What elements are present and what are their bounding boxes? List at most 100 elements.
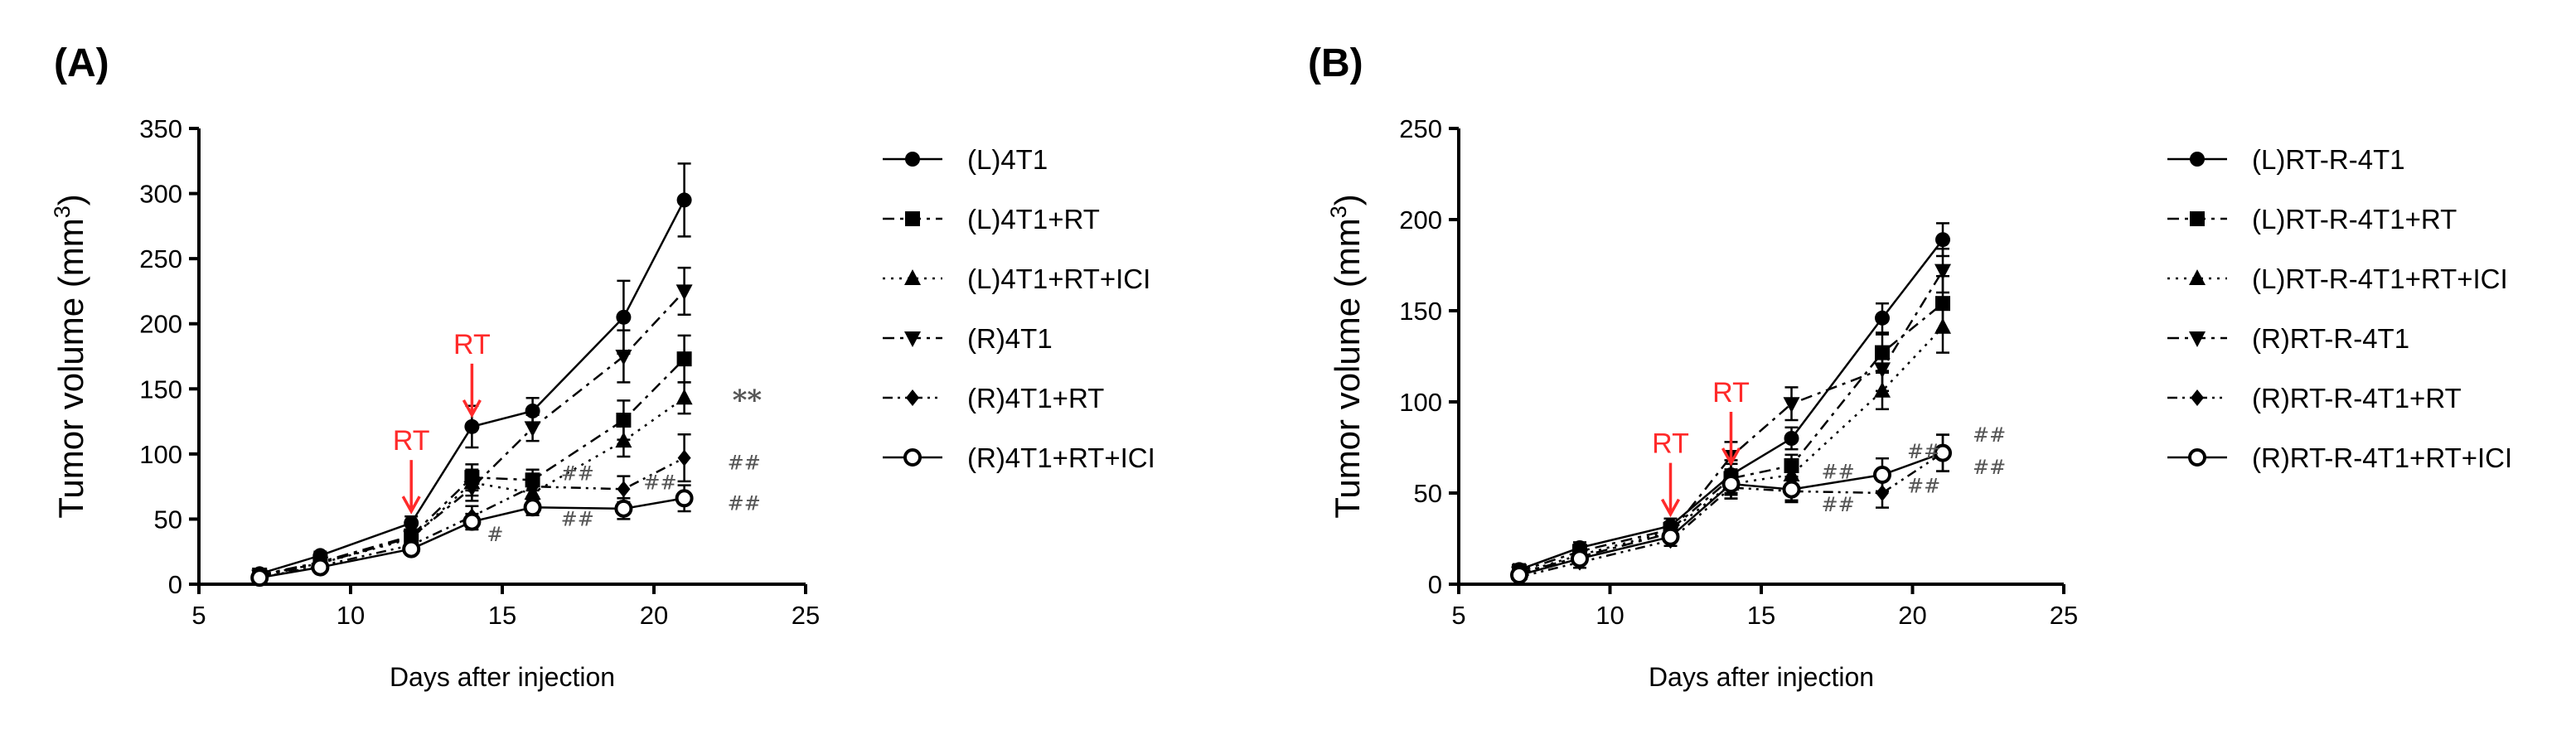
panel-a-rt-annotation: RT [393, 425, 430, 515]
panel-b-rt-arrow-head [1660, 498, 1681, 518]
panel-b-legend-marker [2190, 211, 2205, 226]
panel-a-legend-marker [906, 389, 919, 406]
panel-a-legend-label: (L)4T1 [967, 144, 1048, 175]
panel-a-legend-label: (R)4T1+RT+ICI [967, 442, 1155, 473]
panel-a-significance-label: ## [561, 462, 594, 485]
panel-b-series-6-point [1782, 480, 1801, 499]
panel-b-series-6 [1510, 433, 1952, 584]
panel-b-significance-label: ## [1973, 456, 2006, 479]
panel-a-rt-label: RT [453, 329, 491, 360]
panel-a-series-6-point [675, 489, 694, 508]
panel-b-rt-label: RT [1712, 377, 1750, 409]
panel-a-x-axis-title: Days after injection [390, 662, 615, 692]
panel-a-significance-label: ## [728, 491, 761, 515]
panel-a-series-5-point [617, 481, 631, 498]
panel-a-series-4-point [524, 421, 541, 438]
panel-a-series-6 [250, 484, 694, 588]
panel-a-series-6-point [614, 499, 633, 518]
panel-b-rt-annotation: RT [1652, 428, 1689, 518]
panel-b-rt-label: RT [1652, 428, 1689, 460]
panel-a-legend-item: (R)4T1 [883, 323, 1053, 354]
panel-a-significance-label: # [487, 523, 503, 546]
panel-b-x-tick-label: 25 [2050, 601, 2078, 630]
panel-a-legend-item: (L)4T1 [883, 144, 1048, 175]
panel-b-legend-marker [2190, 152, 2205, 167]
panel-a-series-4-point [675, 284, 693, 301]
panel-a-series-1-point [616, 309, 632, 325]
panel-a-legend-item: (R)4T1+RT [883, 383, 1104, 413]
panel-a-label: (A) [54, 41, 109, 85]
panel-b-x-tick-label: 20 [1898, 601, 1926, 630]
panel-a-legend-marker [904, 269, 921, 285]
panel-b-y-tick-label: 50 [1414, 479, 1442, 508]
panel-b-series-4-point [1934, 264, 1951, 280]
panel-a-legend-item: (L)4T1+RT+ICI [883, 264, 1150, 294]
panel-a-series-3-point [615, 432, 632, 448]
panel-b-x-tick-label: 10 [1595, 601, 1624, 630]
panel-b-x-tick-label: 5 [1451, 601, 1465, 630]
panel-a-rt-arrow-head [462, 399, 482, 418]
panel-b-series-6-point [1721, 475, 1741, 493]
panel-a-series-5-point [525, 478, 540, 496]
panel-b-series-6-point [1934, 443, 1952, 462]
panel-a-series-5-point [677, 449, 691, 467]
panel-a-y-tick-label: 150 [139, 375, 182, 404]
panel-a-series-6-point [250, 568, 269, 588]
panel-a-series-2-point [676, 351, 692, 367]
panel-a-series-1-point [404, 515, 419, 531]
panel-b-y-tick-label: 100 [1399, 388, 1442, 417]
panel-b-legend-item: (R)RT-R-4T1 [2167, 323, 2409, 354]
panel-a-y-tick-label: 100 [139, 440, 182, 469]
panel-a-y-axis-title: Tumor volume (mm3) [50, 194, 90, 519]
panel-a-significance-label: ## [561, 507, 594, 530]
panel-b-rt-arrow-head [1721, 447, 1741, 467]
panel-b: (B) 0 50 100 150 200 250 5 10 15 20 25 Days after in… [1308, 41, 2512, 692]
panel-a: (A) 0 50 100 150 200 250 300 350 5 10 15 20 25 Days af… [50, 41, 1155, 692]
panel-a-legend-label: (L)4T1+RT+ICI [967, 264, 1150, 294]
panel-a-series-1-point [464, 418, 480, 434]
panel-b-y-axis-title: Tumor volume (mm3) [1326, 194, 1367, 519]
panel-b-series-1-point [1784, 431, 1799, 446]
panel-b-significance-label: ## [1907, 474, 1940, 497]
panel-a-x-tick-label: 20 [640, 601, 668, 630]
panel-a-significance-label: ** [733, 384, 763, 417]
panel-a-series-4-point [463, 481, 481, 497]
panel-a-legend-item: (R)4T1+RT+ICI [883, 442, 1155, 473]
panel-b-legend-marker [2189, 331, 2206, 347]
panel-a-series-3-point [675, 389, 693, 405]
panel-b-label: (B) [1308, 41, 1363, 85]
panel-b-x-tick-label: 15 [1747, 601, 1775, 630]
panel-a-series-6-point [462, 512, 482, 531]
panel-a-rt-label: RT [393, 425, 430, 457]
panel-b-significance-label: ## [1907, 440, 1940, 463]
panel-a-legend-label: (L)4T1+RT [967, 204, 1100, 235]
panel-b-legend-item: (R)RT-R-4T1+RT+ICI [2167, 442, 2512, 473]
panel-b-series-1-point [1875, 310, 1890, 326]
panel-b-legend-label: (L)RT-R-4T1 [2252, 144, 2405, 175]
panel-b-y-tick-label: 150 [1399, 297, 1442, 326]
panel-a-legend-marker [904, 331, 921, 347]
panel-b-legend-label: (R)RT-R-4T1+RT+ICI [2252, 442, 2512, 473]
panel-a-series-6-point [523, 498, 542, 517]
panel-a-series-2-point [616, 413, 632, 428]
panel-b-series-6-point [1873, 466, 1891, 484]
panel-b-series-6-point [1510, 566, 1528, 584]
panel-a-rt-annotation: RT [453, 329, 491, 418]
panel-a-legend-item: (L)4T1+RT [883, 204, 1100, 235]
panel-a-x-tick-label: 10 [337, 601, 365, 630]
panel-b-series-6-point [1661, 527, 1680, 546]
panel-b-legend-marker [2191, 389, 2204, 406]
panel-a-x-tick-label: 25 [792, 601, 820, 630]
panel-b-legend-item: (L)RT-R-4T1+RT+ICI [2167, 264, 2508, 294]
panel-b-legend-marker [2188, 448, 2206, 467]
panel-b-significance-label: ## [1822, 460, 1855, 483]
panel-b-legend-marker [2189, 269, 2206, 285]
panel-b-legend-label: (L)RT-R-4T1+RT+ICI [2252, 264, 2508, 294]
panel-a-y-tick-label: 350 [139, 114, 182, 143]
panel-a-significance-label: ## [728, 452, 761, 475]
panel-a-x-tick-label: 5 [191, 601, 206, 630]
panel-a-y-tick-label: 300 [139, 180, 182, 209]
panel-b-legend-label: (L)RT-R-4T1+RT [2252, 204, 2457, 235]
panel-a-rt-arrow-head [401, 496, 421, 515]
panel-b-series-5-point [1876, 485, 1889, 501]
